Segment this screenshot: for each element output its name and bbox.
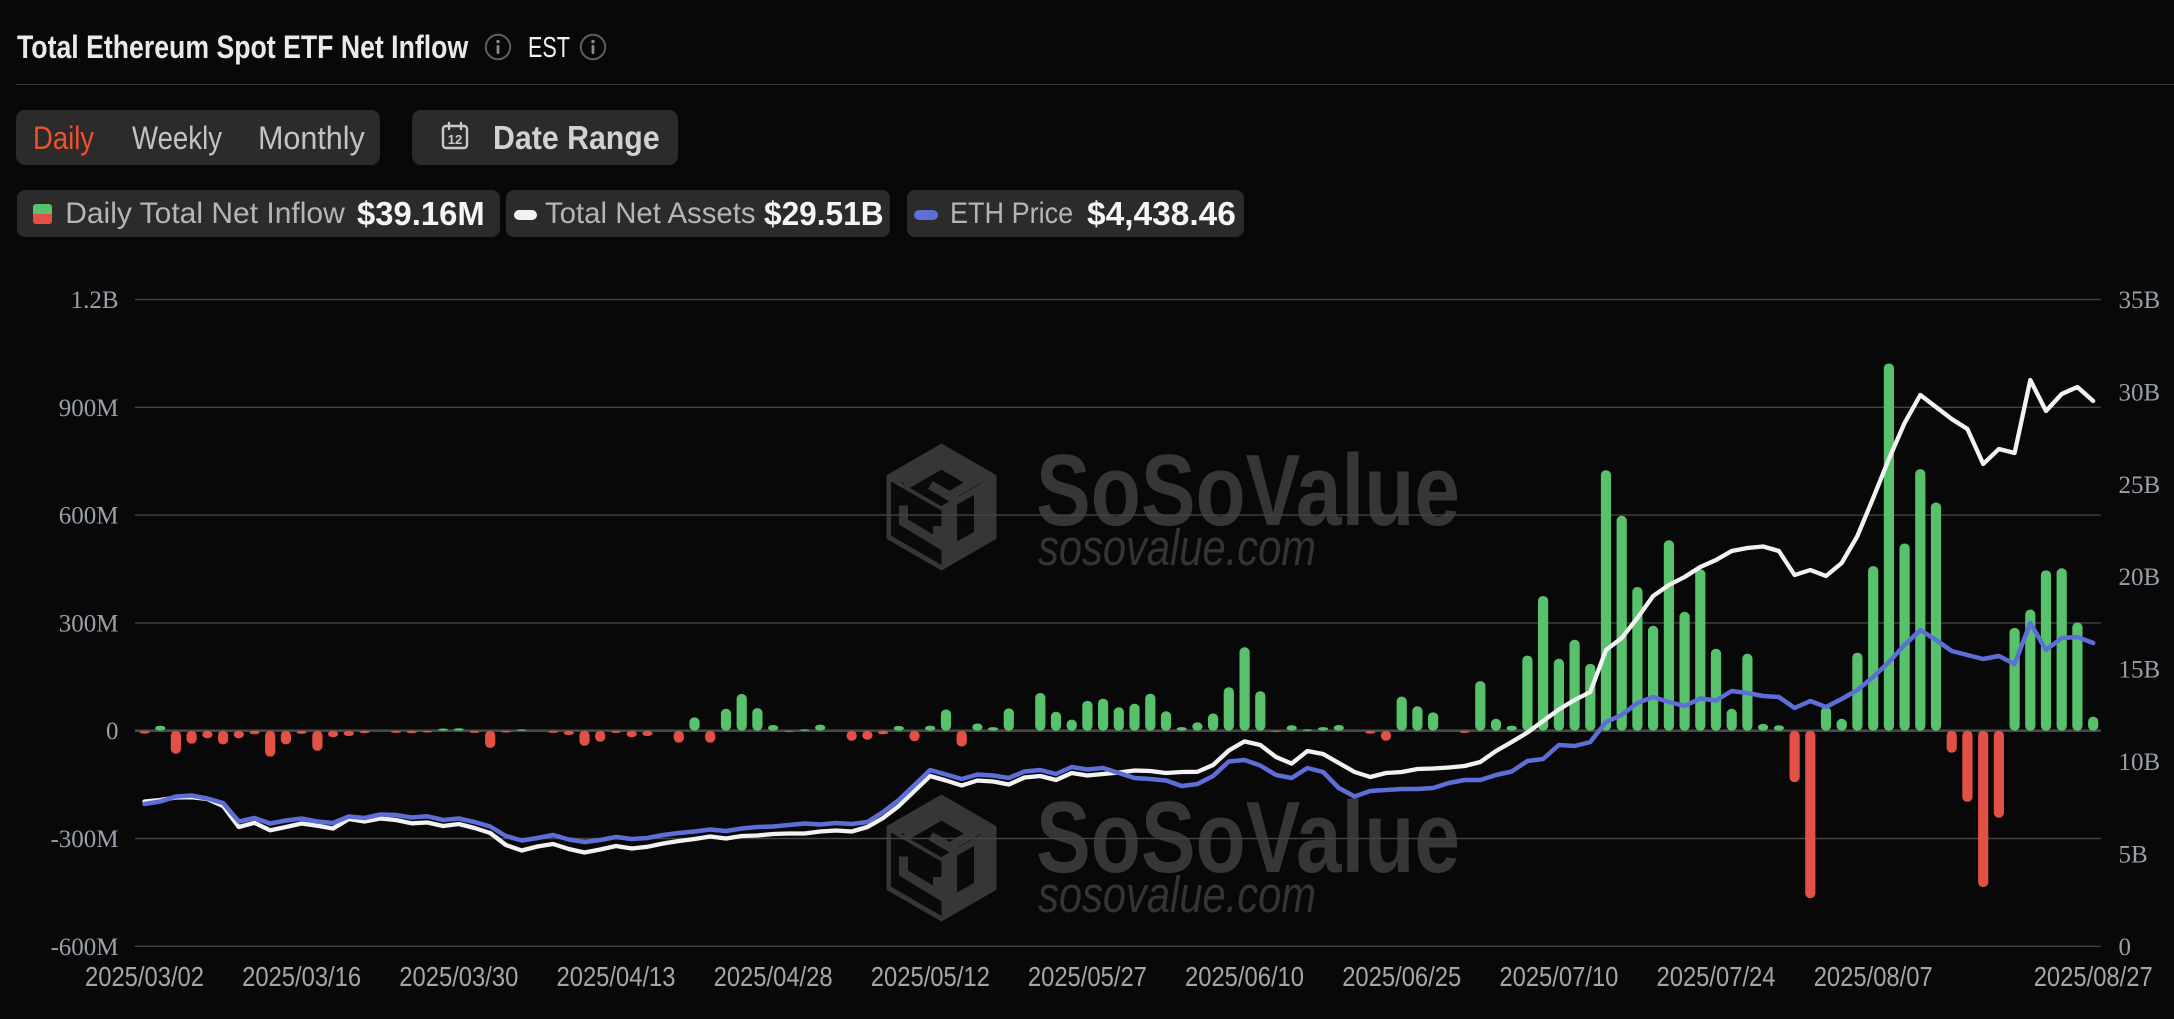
svg-text:sosovalue.com: sosovalue.com (1038, 866, 1316, 923)
svg-text:2025/06/25: 2025/06/25 (1342, 961, 1461, 992)
svg-text:2025/07/10: 2025/07/10 (1499, 961, 1618, 992)
svg-text:2025/06/10: 2025/06/10 (1185, 961, 1304, 992)
svg-text:2025/03/16: 2025/03/16 (242, 961, 361, 992)
svg-text:2025/08/07: 2025/08/07 (1814, 961, 1933, 992)
svg-text:sosovalue.com: sosovalue.com (1038, 519, 1316, 576)
svg-text:30B: 30B (2119, 379, 2161, 406)
svg-text:15B: 15B (2119, 657, 2161, 684)
svg-text:35B: 35B (2119, 287, 2161, 314)
svg-text:2025/03/02: 2025/03/02 (85, 961, 204, 992)
svg-text:1.2B: 1.2B (71, 287, 119, 314)
svg-text:2025/04/28: 2025/04/28 (714, 961, 833, 992)
svg-text:0: 0 (2119, 934, 2132, 961)
svg-text:900M: 900M (59, 395, 119, 422)
svg-text:2025/08/27: 2025/08/27 (2034, 961, 2153, 992)
svg-text:5B: 5B (2119, 841, 2148, 868)
svg-text:300M: 300M (59, 610, 119, 637)
svg-text:2025/03/30: 2025/03/30 (399, 961, 518, 992)
svg-text:2025/07/24: 2025/07/24 (1657, 961, 1776, 992)
svg-text:25B: 25B (2119, 472, 2161, 499)
svg-text:-300M: -300M (50, 826, 118, 853)
svg-text:10B: 10B (2119, 749, 2161, 776)
svg-text:SoSoValue: SoSoValue (1036, 435, 1460, 547)
svg-text:600M: 600M (59, 503, 119, 530)
svg-text:2025/05/27: 2025/05/27 (1028, 961, 1147, 992)
svg-text:2025/04/13: 2025/04/13 (557, 961, 676, 992)
svg-text:-600M: -600M (50, 934, 118, 961)
svg-text:2025/05/12: 2025/05/12 (871, 961, 990, 992)
svg-text:0: 0 (106, 718, 119, 745)
svg-text:12: 12 (448, 132, 462, 147)
svg-text:20B: 20B (2119, 564, 2161, 591)
